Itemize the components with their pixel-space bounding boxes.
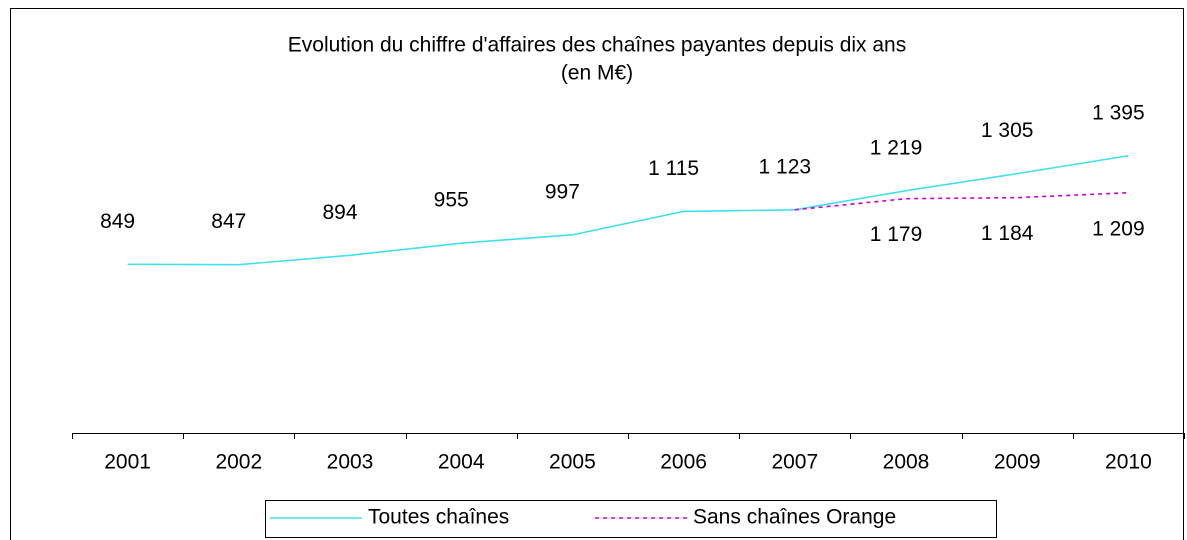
x-tick-label: 2001 (104, 451, 151, 474)
data-label: 997 (545, 180, 580, 203)
x-tick-label: 2003 (327, 451, 374, 474)
data-label: 1 209 (1092, 217, 1145, 240)
chart-frame (10, 8, 1184, 540)
x-tick-label: 2008 (883, 451, 930, 474)
legend-label: Toutes chaînes (368, 506, 509, 529)
data-label: 1 115 (648, 157, 699, 180)
chart-title: Evolution du chiffre d'affaires des chaî… (288, 34, 906, 57)
data-label: 849 (100, 210, 135, 233)
x-tick-label: 2004 (438, 451, 485, 474)
data-label: 1 179 (870, 223, 923, 246)
x-tick-label: 2009 (994, 451, 1041, 474)
legend-label: Sans chaînes Orange (693, 506, 896, 529)
data-label: 1 305 (981, 119, 1034, 142)
x-tick-label: 2002 (215, 451, 262, 474)
legend-box (265, 500, 997, 538)
data-label: 1 184 (981, 222, 1034, 245)
data-label: 894 (322, 201, 357, 224)
data-label: 1 219 (870, 136, 923, 159)
x-tick-label: 2005 (549, 451, 596, 474)
chart-subtitle: (en M€) (561, 62, 633, 85)
series-line (127, 154, 1129, 266)
x-tick-label: 2006 (660, 451, 707, 474)
data-label: 1 123 (759, 155, 812, 178)
x-tick-label: 2010 (1105, 451, 1152, 474)
data-label: 1 395 (1092, 101, 1145, 124)
data-label: 955 (434, 189, 469, 212)
data-label: 847 (211, 210, 246, 233)
x-tick-label: 2007 (771, 451, 818, 474)
